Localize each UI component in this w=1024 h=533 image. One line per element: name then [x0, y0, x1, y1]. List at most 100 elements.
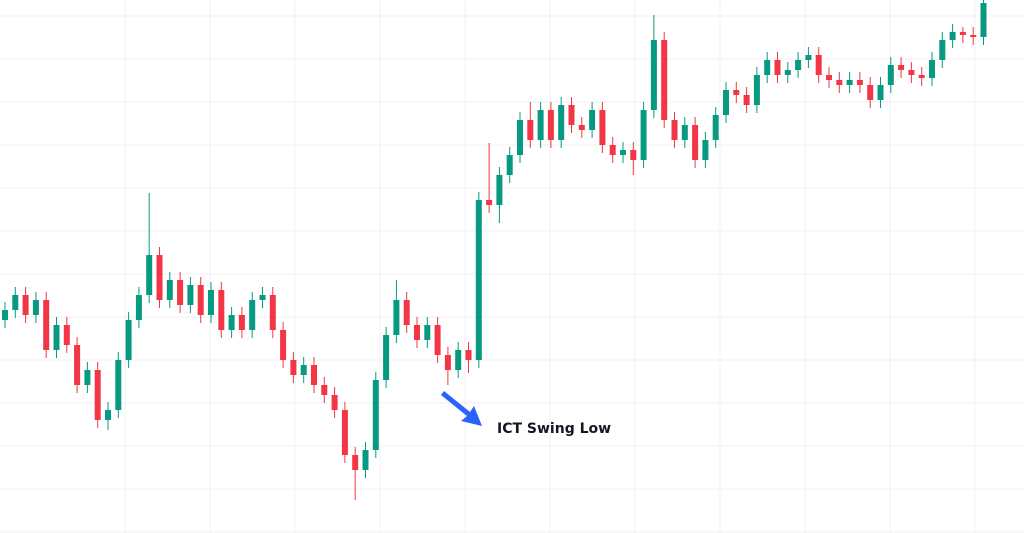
candle-body: [228, 315, 235, 330]
candle-body: [135, 295, 142, 320]
candle-body: [341, 410, 348, 455]
candle-body: [702, 140, 709, 160]
candle-body: [836, 80, 843, 85]
candle-body: [517, 120, 523, 155]
candle-body: [929, 60, 935, 78]
candle-body: [506, 155, 513, 175]
candle-body: [249, 300, 256, 330]
candle-body: [743, 95, 750, 105]
candle-body: [692, 125, 699, 160]
candle-body: [424, 325, 431, 340]
candle-body: [805, 55, 812, 60]
candle-body: [115, 360, 122, 410]
candle-body: [671, 120, 678, 140]
candle-body: [537, 110, 544, 140]
candle-body: [939, 40, 946, 60]
candle-body: [311, 365, 317, 385]
candle-body: [918, 75, 925, 78]
candle-body: [486, 200, 493, 205]
candle-body: [280, 330, 287, 360]
candle-body: [290, 360, 297, 375]
candle-body: [414, 325, 420, 340]
candle-body: [105, 410, 111, 420]
candle-body: [568, 105, 575, 125]
candle-body: [681, 125, 688, 140]
candle-body: [218, 290, 225, 330]
candle-body: [620, 150, 626, 155]
candle-body: [53, 325, 60, 350]
horizontal-grid: [0, 15, 1024, 533]
candle-body: [166, 280, 173, 300]
candle-body: [784, 70, 791, 75]
candle-body: [661, 40, 668, 120]
candle-body: [630, 150, 637, 160]
candle-body: [372, 380, 379, 450]
candle-body: [177, 280, 184, 305]
candle-body: [146, 255, 153, 295]
candle-body: [547, 110, 554, 140]
candle-body: [908, 70, 915, 75]
candle-body: [362, 450, 369, 470]
candle-body: [527, 120, 534, 140]
candle-body: [259, 295, 266, 300]
candle-body: [650, 40, 657, 110]
candle-body: [393, 300, 400, 335]
candle-body: [578, 125, 585, 130]
candle-body: [208, 290, 214, 315]
candle-body: [774, 60, 781, 75]
candle-body: [403, 300, 410, 325]
candle-body: [22, 295, 29, 315]
candle-body: [383, 335, 390, 380]
annotation-arrow: [441, 391, 482, 426]
annotation: ICT Swing Low: [497, 421, 611, 437]
candle-body: [32, 300, 39, 315]
candle-body: [434, 325, 441, 355]
candle-body: [475, 200, 482, 360]
candle-body: [197, 285, 204, 315]
candle-body: [856, 80, 863, 85]
candle-body: [609, 145, 616, 155]
candle-body: [877, 85, 884, 100]
candle-body: [444, 355, 451, 370]
candle-body: [826, 75, 832, 80]
candle-body: [94, 370, 101, 420]
candle-body: [321, 385, 328, 395]
candle-body: [156, 255, 163, 300]
candle-body: [2, 310, 8, 320]
candle-body: [599, 110, 606, 145]
candle-body: [733, 90, 740, 95]
candle-body: [640, 110, 647, 160]
candle-body: [970, 35, 977, 37]
candle-body: [712, 115, 719, 140]
candle-body: [84, 370, 91, 385]
candle-body: [898, 65, 905, 70]
candle-body: [815, 55, 822, 75]
candle-body: [723, 90, 729, 115]
candle-body: [496, 175, 503, 205]
vertical-grid: [124, 0, 976, 533]
candle-body: [43, 300, 50, 350]
candle-body: [352, 455, 359, 470]
candle-body: [795, 60, 802, 70]
candle-body: [959, 32, 966, 35]
candle-body: [465, 350, 472, 360]
candle-body: [867, 85, 874, 100]
candle-body: [269, 295, 276, 330]
candle-body: [980, 3, 987, 37]
candle-body: [455, 350, 462, 370]
candle-body: [753, 75, 760, 105]
candle-body: [63, 325, 70, 345]
candle-body: [331, 395, 338, 410]
candle-body: [764, 60, 771, 75]
candle-body: [887, 65, 894, 85]
candle-body: [12, 295, 19, 310]
candle-body: [300, 365, 307, 375]
candle-body: [589, 110, 596, 130]
candle-body: [238, 315, 245, 330]
candle-body: [187, 285, 194, 305]
candles: [2, 0, 987, 500]
candle-body: [846, 80, 853, 85]
candle-body: [74, 345, 81, 385]
